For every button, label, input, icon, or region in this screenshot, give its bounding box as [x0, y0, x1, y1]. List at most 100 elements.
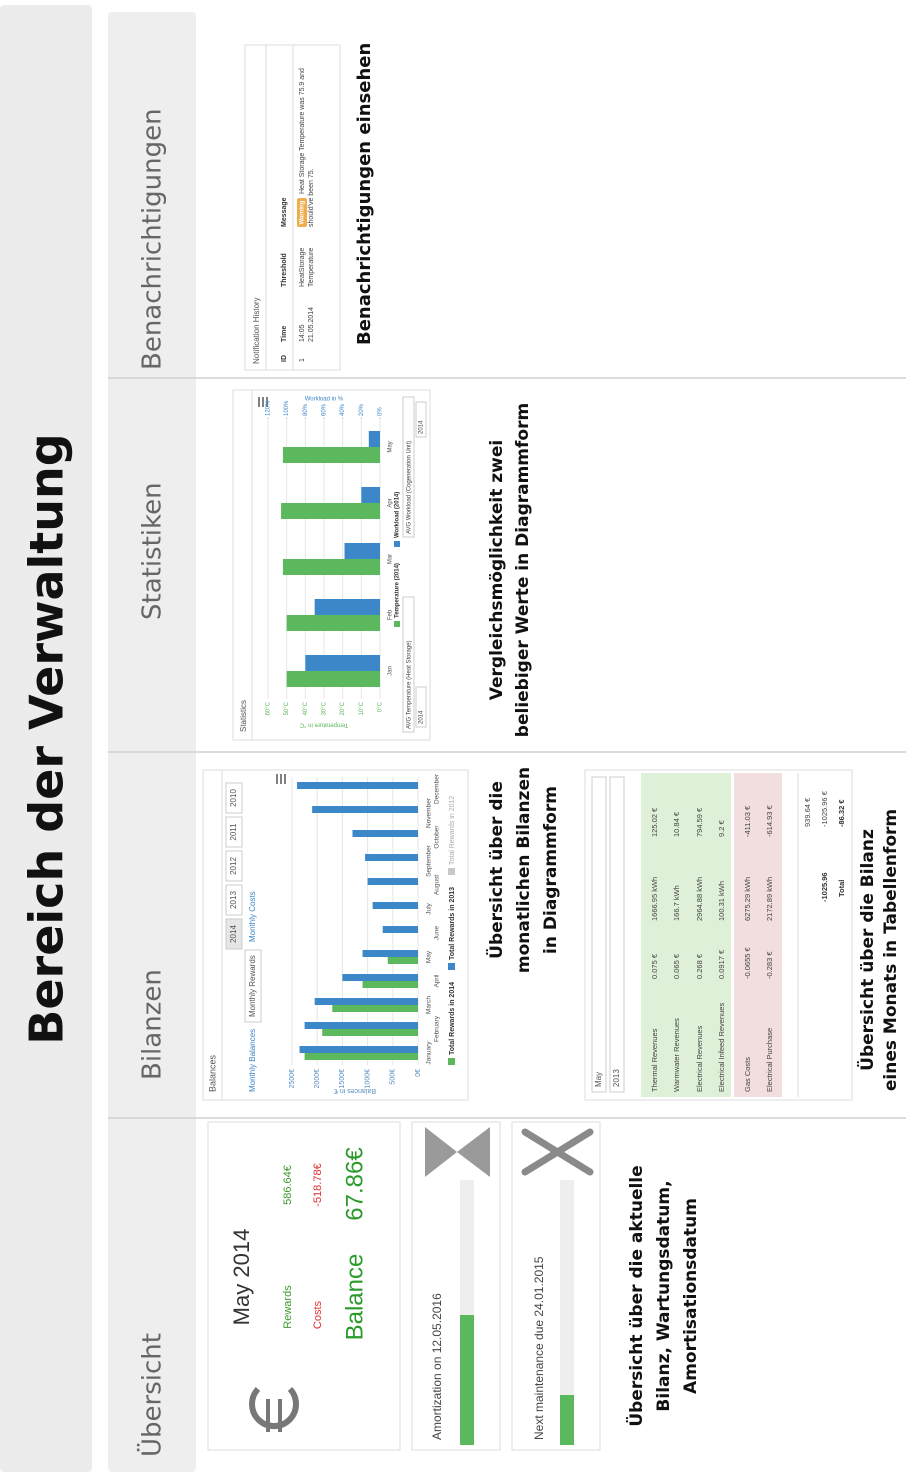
- table-cell: 125.02 €: [650, 807, 659, 837]
- y2-tick-label: 120%: [266, 400, 272, 416]
- bar: [304, 1022, 419, 1029]
- y2-tick-label: 0%: [378, 407, 384, 416]
- legend-swatch: [394, 621, 400, 627]
- bar: [372, 902, 419, 909]
- caption: Übersicht über die: [485, 781, 507, 959]
- bar: [305, 655, 381, 671]
- table-cell: Electrical Infeed Revenues: [717, 1003, 726, 1092]
- y2-tick-label: 80%: [303, 403, 309, 416]
- caption: Übersicht über die Bilanz: [856, 829, 878, 1071]
- card-title: Balances: [207, 1054, 217, 1092]
- bar: [382, 926, 418, 933]
- x-tick-label: Mar: [388, 554, 394, 564]
- bar: [314, 599, 380, 615]
- table-cell: -0.283 €: [765, 951, 774, 979]
- month: May 2014: [229, 1229, 254, 1326]
- legend-swatch: [448, 868, 455, 875]
- bar: [362, 950, 418, 957]
- selects: [402, 396, 625, 1093]
- table-cell: Electrical Revenues: [695, 1025, 704, 1092]
- table-cell: Thermal Revenues: [650, 1028, 659, 1092]
- column-header: Threshold: [281, 253, 288, 287]
- maintenance: Next maintenance due 24.01.2015: [532, 1256, 546, 1440]
- legend-label: Total Rewards in 2013: [449, 887, 456, 960]
- active-tab: [244, 949, 262, 1023]
- table-cell: -614.93 €: [765, 804, 774, 837]
- year-button: [225, 918, 243, 950]
- rewards: 586.64€: [282, 1165, 294, 1205]
- x-tick-label: October: [434, 825, 441, 849]
- bar: [314, 998, 418, 1005]
- x-tick-label: December: [434, 773, 441, 804]
- y-tick-label: 60°C: [266, 701, 272, 715]
- balance: 67.86€: [341, 1147, 368, 1221]
- axis-title: Workload in %: [305, 397, 344, 403]
- legend-swatch: [394, 541, 400, 547]
- table-cell: 1666.95 kWh: [650, 877, 659, 921]
- label: -86.32 €: [837, 799, 846, 827]
- x-tick-label: February: [434, 1015, 441, 1042]
- bar: [344, 543, 380, 559]
- tab: Monthly Costs: [248, 891, 257, 942]
- bar: [342, 974, 418, 981]
- y2-tick-label: 40%: [340, 403, 346, 416]
- card-separators: [221, 45, 799, 1100]
- table-cell: -0.0655 €: [743, 946, 752, 979]
- bar: [312, 806, 418, 813]
- caption: Übersicht über die aktuelle: [625, 1165, 647, 1426]
- maintenance-progress: [560, 1395, 574, 1445]
- bar: [297, 782, 419, 789]
- table-cell: 9.2 €: [717, 819, 726, 837]
- bar: [365, 854, 418, 861]
- caption: eines Monats in Tabellenform: [881, 809, 901, 1091]
- year-button: [225, 816, 243, 848]
- card-title: Notification History: [252, 297, 261, 364]
- bar: [322, 1029, 418, 1036]
- legend-label: Temperature (2014): [395, 563, 401, 618]
- column-header: Message: [281, 197, 288, 227]
- axis-title: Temperature in °C: [299, 721, 348, 727]
- bar: [299, 1046, 418, 1053]
- y-tick-label: 0€: [415, 1069, 422, 1077]
- year-label: 2012: [229, 857, 238, 875]
- bar: [332, 1005, 419, 1012]
- y-tick-label: 50°C: [284, 701, 290, 715]
- x-tick-label: April: [434, 974, 441, 988]
- label: -1025.96 €: [820, 790, 829, 827]
- caption: monatlichen Bilanzen: [514, 767, 534, 973]
- y-tick-label: 1500€: [339, 1069, 346, 1089]
- bar: [304, 1053, 419, 1060]
- caption: Benachrichtigungen einsehen: [354, 43, 375, 345]
- legend-label: Total Rewards in 2012: [449, 796, 456, 865]
- header-band: [108, 12, 196, 1472]
- x-tick-label: August: [434, 875, 441, 895]
- caption: in Diagrammform: [541, 786, 561, 954]
- y-tick-label: 1000€: [364, 1069, 371, 1089]
- bar: [362, 981, 418, 988]
- year-button: [225, 850, 243, 882]
- y-tick-label: 40°C: [303, 701, 309, 715]
- table-cell: 2964.88 kWh: [695, 877, 704, 921]
- y2-tick-label: 100%: [284, 400, 290, 416]
- label: Temperature: [308, 248, 315, 287]
- message: Heat Storage Temperature was 75.9 and: [299, 68, 306, 194]
- table-cell: 6275.29 kWh: [743, 877, 752, 921]
- table-cell: 2172.89 kWh: [765, 877, 774, 921]
- caption: Amortisationsdatum: [681, 1198, 701, 1394]
- legend-label: Workload (2014): [395, 492, 401, 538]
- bar: [281, 503, 381, 519]
- table-cell: -411.03 €: [743, 805, 752, 837]
- label: 1: [299, 358, 306, 362]
- column-header: Time: [281, 326, 288, 342]
- bar: [286, 671, 380, 687]
- bar: [387, 957, 419, 964]
- x-tick-label: Jan: [388, 666, 394, 676]
- euro-icon: [249, 1386, 299, 1432]
- x-tick-label: March: [426, 996, 433, 1014]
- tools-icon: [521, 1128, 594, 1176]
- legend-swatch: [448, 963, 455, 970]
- x-tick-label: July: [426, 902, 433, 914]
- table-cell: 0.075 €: [650, 953, 659, 979]
- table-cell: Gas Costs: [743, 1057, 752, 1092]
- x-tick-label: January: [426, 1041, 433, 1065]
